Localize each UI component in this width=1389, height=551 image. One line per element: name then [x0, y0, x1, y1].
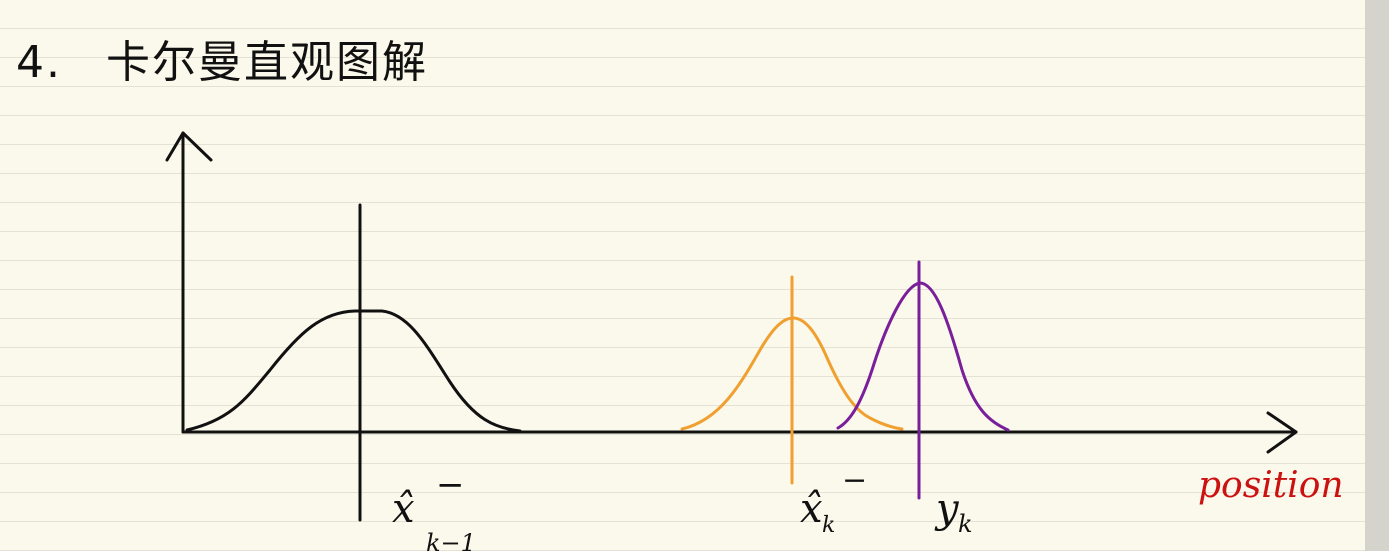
prior-estimate-curve — [185, 309, 522, 433]
section-number: 4. — [16, 37, 62, 88]
svg-text:k−1: k−1 — [426, 529, 476, 551]
svg-text:−: − — [842, 463, 867, 498]
page-title: 4. 卡尔曼直观图解 — [16, 26, 428, 90]
svg-text:y: y — [934, 486, 960, 532]
svg-text:k: k — [822, 513, 835, 538]
measurement-curve — [836, 281, 1010, 432]
y-axis — [165, 131, 213, 434]
svg-text:k: k — [958, 510, 973, 538]
svg-text:−: − — [436, 465, 465, 505]
page-edge — [1365, 0, 1389, 551]
measurement-label: y k — [934, 486, 973, 538]
predicted-estimate-curve — [680, 316, 904, 431]
svg-text:x̂: x̂ — [800, 486, 823, 532]
predicted-estimate-label: x̂ − k — [800, 463, 867, 538]
svg-text:x̂: x̂ — [392, 486, 415, 532]
x-axis-label: position — [1198, 465, 1344, 506]
x-axis — [181, 411, 1298, 454]
prior-estimate-label: x̂ − k−1 — [392, 465, 476, 551]
section-title: 卡尔曼直观图解 — [105, 37, 428, 88]
